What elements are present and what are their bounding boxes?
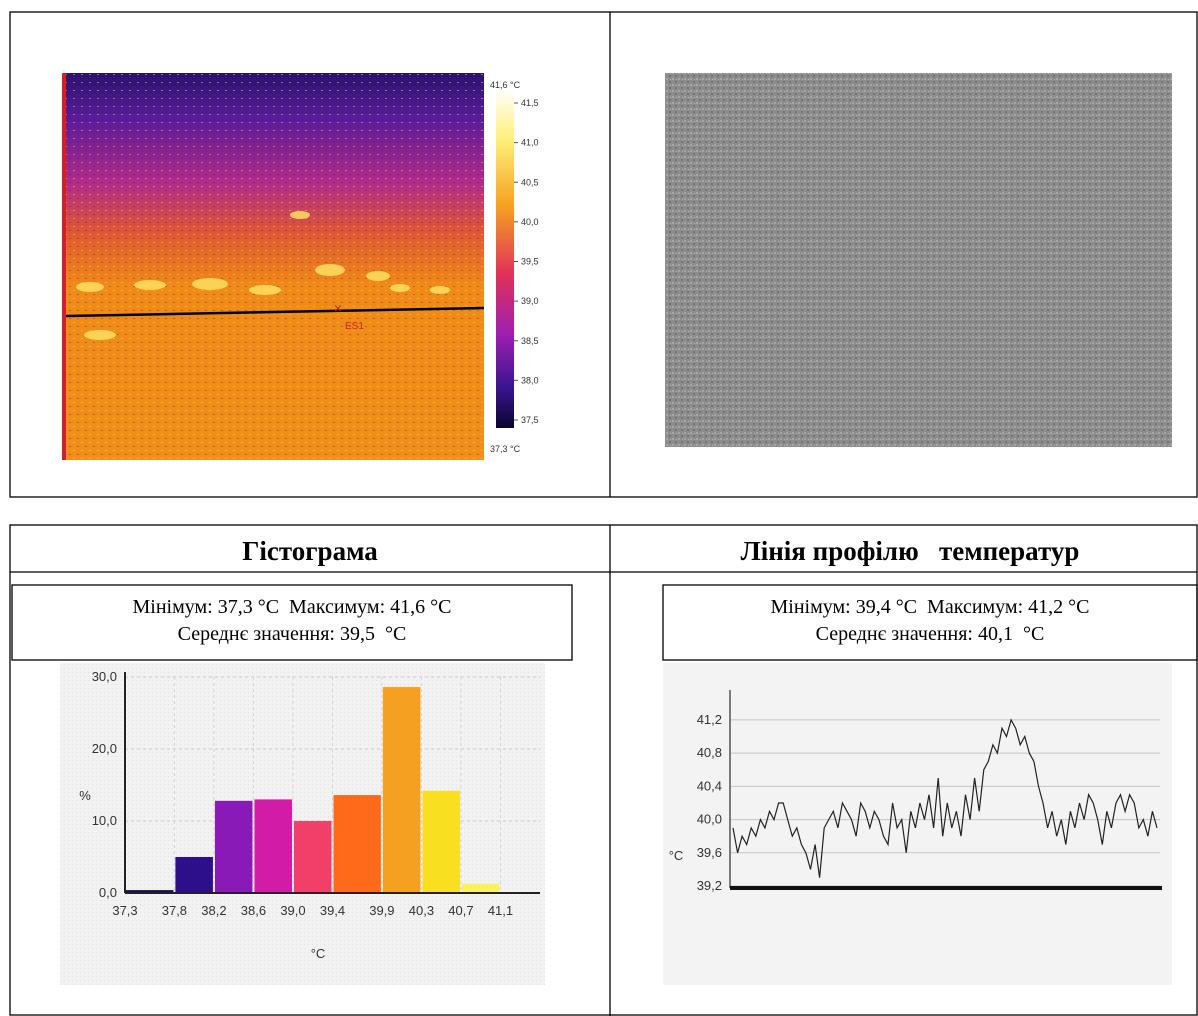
image-table <box>9 11 1198 498</box>
color-bar <box>496 88 514 428</box>
x-tick-label: 37,3 <box>112 903 137 918</box>
bar <box>333 795 381 893</box>
color-bar-label: 38,5 <box>521 336 539 346</box>
marker-label: ES1 <box>345 321 364 332</box>
stats-line: Середнє значення: 39,5 °C <box>178 623 407 645</box>
x-tick-label: 39,0 <box>280 903 305 918</box>
y-tick-label: 40,8 <box>697 745 722 760</box>
chart-table <box>9 524 1198 1016</box>
bar <box>461 883 500 893</box>
y-tick-label: 40,4 <box>697 778 722 793</box>
bar <box>126 890 174 893</box>
y-tick-label: 39,6 <box>697 845 722 860</box>
color-bar-label: 37,5 <box>521 415 539 425</box>
x-tick-label: 37,8 <box>162 903 187 918</box>
bar <box>293 821 332 893</box>
bar <box>382 687 421 893</box>
x-tick-label: 40,7 <box>448 903 473 918</box>
color-bar-label: 39,0 <box>521 296 539 306</box>
x-tick-label: 38,6 <box>241 903 266 918</box>
x-tick-label: 41,1 <box>488 903 513 918</box>
marker-cross: × <box>334 300 342 316</box>
y-tick-label: 39,2 <box>697 878 722 893</box>
bar <box>175 857 213 893</box>
y-axis-label: °C <box>669 848 684 863</box>
x-tick-label: 39,9 <box>369 903 394 918</box>
profile-background <box>663 663 1172 985</box>
min-label: 37,3 °C <box>490 444 521 454</box>
image-edge <box>62 73 66 460</box>
hot-spots <box>76 211 450 340</box>
stats-line: Мінімум: 39,4 °C Максимум: 41,2 °C <box>771 596 1090 618</box>
y-axis-label: % <box>79 788 91 803</box>
y-tick-label: 40,0 <box>697 812 722 827</box>
y-tick-label: 0,0 <box>99 885 117 900</box>
stats-line: Середнє значення: 40,1 °C <box>816 623 1045 645</box>
color-bar-label: 41,5 <box>521 98 539 108</box>
color-bar-label: 39,5 <box>521 257 539 267</box>
color-bar-label: 38,0 <box>521 375 539 385</box>
y-tick-label: 20,0 <box>92 741 117 756</box>
x-axis-label: °C <box>311 946 326 961</box>
max-label: 41,6 °C <box>490 80 521 90</box>
histogram-title: Гістограма <box>242 536 378 566</box>
y-tick-label: 30,0 <box>92 669 117 684</box>
bar <box>254 799 292 893</box>
stats-line: Мінімум: 37,3 °C Максимум: 41,6 °C <box>133 596 452 618</box>
color-bar-label: 41,0 <box>521 138 539 148</box>
color-bar-label: 40,0 <box>521 217 539 227</box>
bar <box>422 790 460 893</box>
profile-title: Лінія профілю температур <box>741 536 1080 566</box>
stats-box <box>662 584 1198 661</box>
x-tick-label: 40,3 <box>409 903 434 918</box>
photo <box>665 73 1172 447</box>
profile-line <box>65 306 485 318</box>
y-tick-label: 10,0 <box>92 813 117 828</box>
thermal-texture <box>62 73 484 460</box>
color-bar-label: 40,5 <box>521 177 539 187</box>
y-tick-label: 41,2 <box>697 712 722 727</box>
x-tick-label: 39,4 <box>320 903 345 918</box>
profile-line <box>732 718 1158 878</box>
x-tick-label: 38,2 <box>201 903 226 918</box>
stats-box <box>11 584 573 661</box>
bar <box>214 800 253 893</box>
